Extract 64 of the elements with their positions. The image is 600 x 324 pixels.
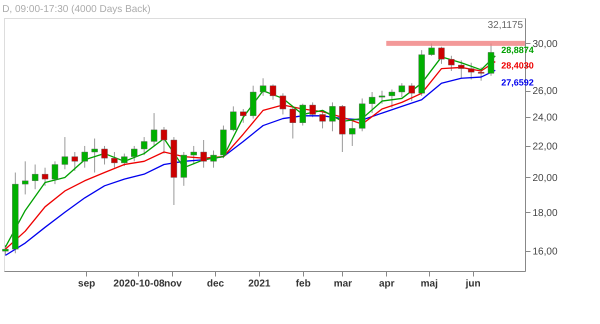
candlestick bbox=[448, 55, 455, 72]
candlestick bbox=[200, 139, 207, 168]
y-tick-label: 26,00 bbox=[532, 86, 558, 98]
x-tick-label: 2021 bbox=[248, 278, 271, 290]
candlestick bbox=[250, 85, 256, 120]
x-tick-label: sep bbox=[78, 278, 96, 290]
candlestick bbox=[101, 145, 108, 165]
candlestick bbox=[150, 112, 158, 146]
candlestick bbox=[319, 111, 326, 129]
data-label: 27,6592 bbox=[501, 77, 534, 88]
candlestick bbox=[349, 120, 356, 146]
candlestick bbox=[111, 152, 118, 168]
candlestick bbox=[260, 78, 266, 96]
candlestick bbox=[300, 103, 306, 126]
x-tick-label: apr bbox=[378, 278, 395, 290]
y-tick-label: 30,00 bbox=[532, 38, 558, 50]
x-tick-label: feb bbox=[296, 278, 311, 290]
candlestick bbox=[468, 62, 474, 80]
candlestick bbox=[388, 88, 396, 108]
candlestick bbox=[478, 66, 484, 82]
candlestick bbox=[309, 102, 316, 118]
candlestick bbox=[458, 60, 464, 79]
candlestick bbox=[160, 126, 168, 154]
y-tick-label: 16,00 bbox=[532, 246, 558, 258]
candlestick bbox=[62, 136, 68, 170]
x-tick-label: dec bbox=[206, 278, 224, 290]
candlestick bbox=[180, 152, 187, 186]
candlestick bbox=[72, 152, 78, 172]
candlestick bbox=[131, 145, 138, 162]
candlestick bbox=[52, 160, 58, 185]
y-tick-label: 20,00 bbox=[532, 172, 558, 184]
x-tick-label: 2020-10-08 bbox=[113, 278, 166, 290]
candlestick bbox=[230, 106, 237, 132]
candlestick bbox=[42, 167, 48, 186]
candlestick bbox=[82, 145, 88, 168]
x-tick-label: jun bbox=[464, 278, 481, 290]
y-tick-label: 22,00 bbox=[532, 141, 558, 152]
candlestick bbox=[270, 84, 276, 100]
candlestick bbox=[290, 106, 296, 140]
x-tick-label: nov bbox=[164, 278, 182, 290]
candlestick bbox=[190, 145, 197, 165]
candlestick bbox=[408, 82, 415, 102]
candlestick bbox=[140, 136, 148, 156]
y-tick-label: 18,00 bbox=[532, 208, 558, 219]
candlestick bbox=[240, 108, 246, 124]
data-label: 28,8874 bbox=[501, 44, 534, 55]
candlestick bbox=[2, 244, 9, 256]
y-tick-label: 24,00 bbox=[532, 112, 558, 124]
candlestick bbox=[22, 160, 28, 195]
candlestick bbox=[378, 90, 386, 104]
candlestick bbox=[329, 102, 336, 132]
candlestick bbox=[32, 164, 38, 190]
candlestick bbox=[438, 46, 445, 64]
data-label: 28,4030 bbox=[501, 60, 534, 71]
x-tick-label: maj bbox=[420, 278, 438, 290]
candlestick bbox=[280, 92, 286, 115]
annotation: 32,1175 bbox=[488, 20, 524, 31]
chart-title: D, 09:00-17:30 (4000 Days Back) bbox=[2, 4, 151, 15]
candlestick bbox=[368, 92, 376, 114]
x-tick-label: mar bbox=[334, 278, 352, 290]
candlestick bbox=[91, 138, 98, 174]
candlestick bbox=[398, 82, 406, 98]
candlestick bbox=[210, 150, 217, 168]
candlestick bbox=[121, 153, 128, 167]
